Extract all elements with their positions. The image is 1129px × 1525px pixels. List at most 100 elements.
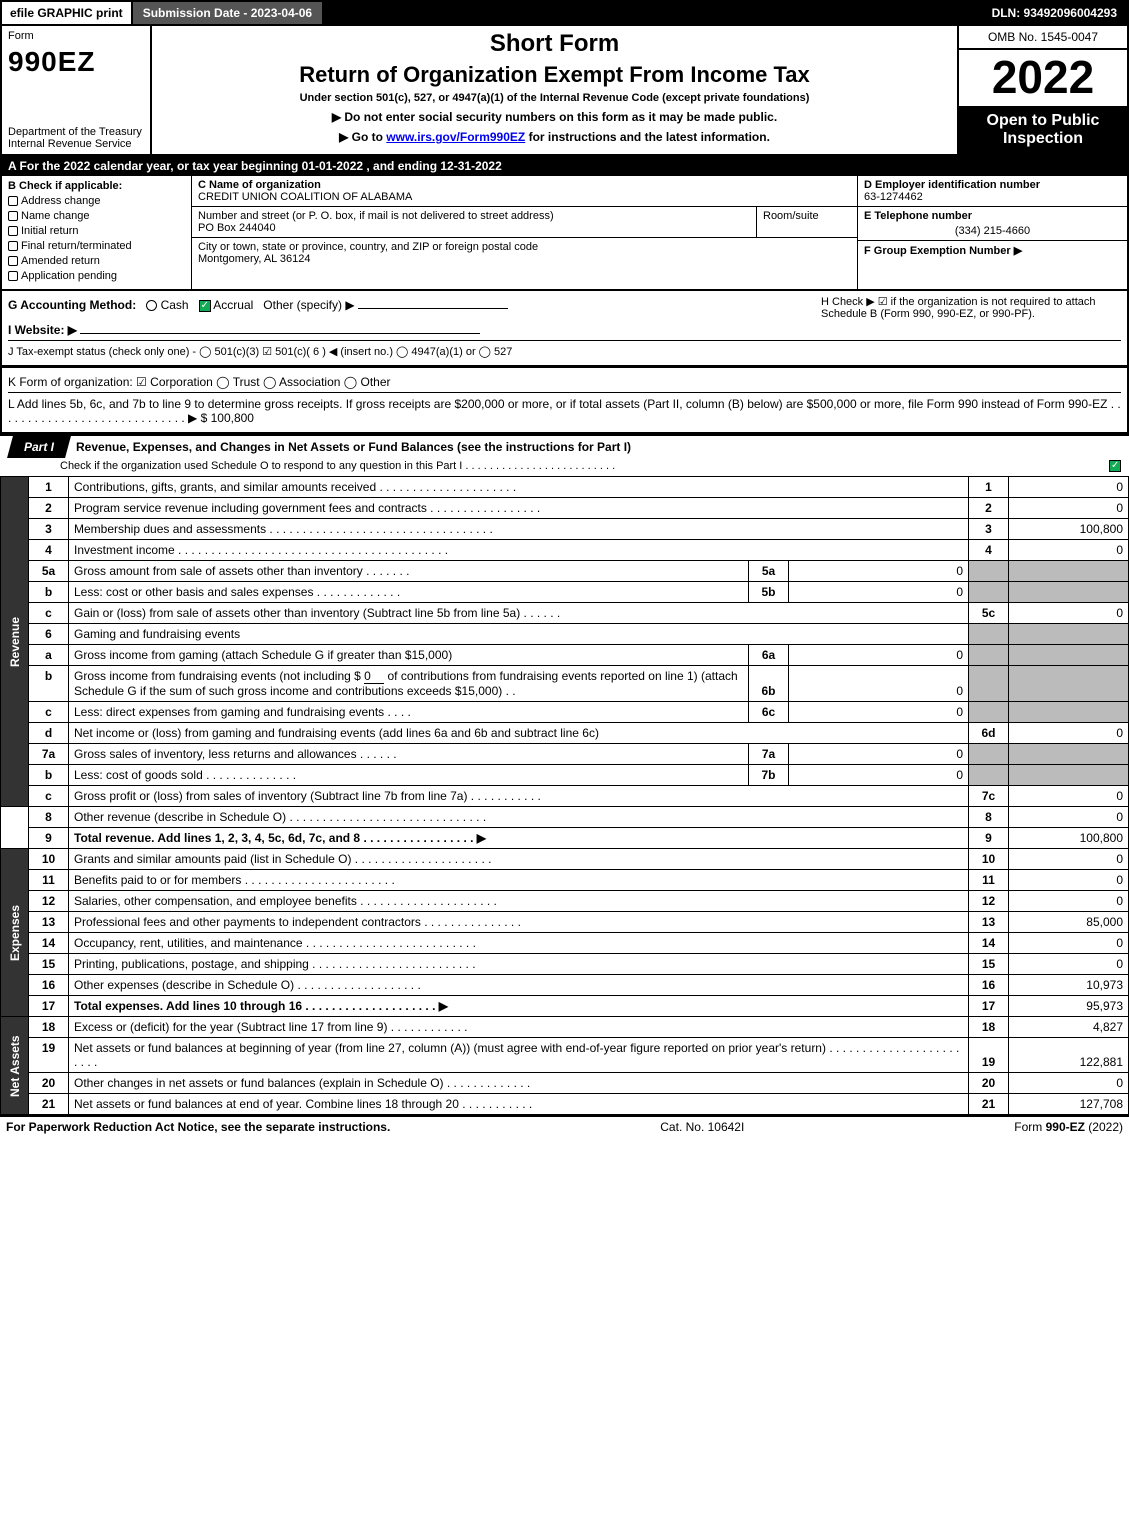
line-18-rnum: 18 bbox=[969, 1017, 1009, 1038]
line-6b-sval: 0 bbox=[789, 666, 969, 702]
arrow2-suffix: for instructions and the latest informat… bbox=[525, 130, 770, 144]
line-1-num: 1 bbox=[29, 477, 69, 498]
line-12-desc: Salaries, other compensation, and employ… bbox=[69, 891, 969, 912]
checkbox-application-pending[interactable]: Application pending bbox=[8, 270, 185, 282]
info-block: B Check if applicable: Address change Na… bbox=[0, 176, 1129, 291]
line-21-val: 127,708 bbox=[1009, 1094, 1129, 1115]
line-7b-desc: Less: cost of goods sold . . . . . . . .… bbox=[69, 765, 749, 786]
line-20-rnum: 20 bbox=[969, 1073, 1009, 1094]
line-4-val: 0 bbox=[1009, 540, 1129, 561]
line-3-rnum: 3 bbox=[969, 519, 1009, 540]
open-public-badge: Open to Public Inspection bbox=[959, 106, 1127, 154]
part-1-table: Revenue 1 Contributions, gifts, grants, … bbox=[0, 476, 1129, 1115]
telephone-value: (334) 215-4660 bbox=[864, 225, 1121, 237]
line-8-desc: Other revenue (describe in Schedule O) .… bbox=[69, 807, 969, 828]
checkbox-schedule-o[interactable] bbox=[1109, 460, 1121, 472]
line-1-desc: Contributions, gifts, grants, and simila… bbox=[69, 477, 969, 498]
line-15-rnum: 15 bbox=[969, 954, 1009, 975]
line-9-desc: Total revenue. Add lines 1, 2, 3, 4, 5c,… bbox=[69, 828, 969, 849]
line-19-rnum: 19 bbox=[969, 1038, 1009, 1073]
checkbox-initial-return[interactable]: Initial return bbox=[8, 225, 185, 237]
header-center: Short Form Return of Organization Exempt… bbox=[152, 26, 957, 154]
checkbox-accrual[interactable] bbox=[199, 300, 211, 312]
form-number: 990EZ bbox=[8, 46, 144, 78]
org-address: PO Box 244040 bbox=[198, 222, 276, 234]
website-input[interactable] bbox=[80, 333, 480, 334]
line-6d-val: 0 bbox=[1009, 723, 1129, 744]
city-label: City or town, state or province, country… bbox=[198, 241, 538, 253]
line-5c-val: 0 bbox=[1009, 603, 1129, 624]
header-left: Form 990EZ Department of the Treasury In… bbox=[2, 26, 152, 154]
efile-label[interactable]: efile GRAPHIC print bbox=[2, 2, 131, 24]
box-k: K Form of organization: ☑ Corporation ◯ … bbox=[8, 375, 1121, 389]
line-5b-snum: 5b bbox=[749, 582, 789, 603]
line-3-val: 100,800 bbox=[1009, 519, 1129, 540]
line-14-val: 0 bbox=[1009, 933, 1129, 954]
netassets-vlabel: Net Assets bbox=[1, 1017, 29, 1115]
checkbox-amended-return[interactable]: Amended return bbox=[8, 255, 185, 267]
org-city: Montgomery, AL 36124 bbox=[198, 253, 311, 265]
expenses-vlabel: Expenses bbox=[1, 849, 29, 1017]
box-i: I Website: ▶ bbox=[8, 323, 1121, 337]
line-17-val: 95,973 bbox=[1009, 996, 1129, 1017]
tax-year: 2022 bbox=[959, 50, 1127, 104]
radio-cash[interactable] bbox=[146, 300, 157, 311]
line-5c-desc: Gain or (loss) from sale of assets other… bbox=[69, 603, 969, 624]
line-5b-desc: Less: cost or other basis and sales expe… bbox=[69, 582, 749, 603]
line-8-val: 0 bbox=[1009, 807, 1129, 828]
line-8-rnum: 8 bbox=[969, 807, 1009, 828]
grey-cell bbox=[1009, 561, 1129, 582]
line-16-rnum: 16 bbox=[969, 975, 1009, 996]
line-3-desc: Membership dues and assessments . . . . … bbox=[69, 519, 969, 540]
line-14-desc: Occupancy, rent, utilities, and maintena… bbox=[69, 933, 969, 954]
line-19-desc: Net assets or fund balances at beginning… bbox=[69, 1038, 969, 1073]
line-7c-val: 0 bbox=[1009, 786, 1129, 807]
line-4-rnum: 4 bbox=[969, 540, 1009, 561]
line-20-desc: Other changes in net assets or fund bala… bbox=[69, 1073, 969, 1094]
instruction-line-2: ▶ Go to www.irs.gov/Form990EZ for instru… bbox=[160, 130, 949, 144]
line-6-desc: Gaming and fundraising events bbox=[69, 624, 969, 645]
box-j: J Tax-exempt status (check only one) - ◯… bbox=[8, 340, 1121, 358]
line-10-rnum: 10 bbox=[969, 849, 1009, 870]
part-1-title: Revenue, Expenses, and Changes in Net As… bbox=[68, 436, 639, 458]
line-7c-desc: Gross profit or (loss) from sales of inv… bbox=[69, 786, 969, 807]
line-18-val: 4,827 bbox=[1009, 1017, 1129, 1038]
line-10-desc: Grants and similar amounts paid (list in… bbox=[69, 849, 969, 870]
line-9-val: 100,800 bbox=[1009, 828, 1129, 849]
line-6c-sval: 0 bbox=[789, 702, 969, 723]
part-1-tab: Part I bbox=[7, 436, 71, 458]
line-5a-snum: 5a bbox=[749, 561, 789, 582]
box-k-l: K Form of organization: ☑ Corporation ◯ … bbox=[0, 367, 1129, 434]
checkbox-final-return[interactable]: Final return/terminated bbox=[8, 240, 185, 252]
short-form-title: Short Form bbox=[160, 30, 949, 58]
line-14-rnum: 14 bbox=[969, 933, 1009, 954]
box-c-label: C Name of organization bbox=[198, 179, 321, 191]
part-1-subtitle: Check if the organization used Schedule … bbox=[0, 458, 1129, 476]
part-1-header: Part I Revenue, Expenses, and Changes in… bbox=[0, 434, 1129, 458]
line-17-desc: Total expenses. Add lines 10 through 16 … bbox=[69, 996, 969, 1017]
line-12-rnum: 12 bbox=[969, 891, 1009, 912]
other-specify-input[interactable] bbox=[358, 308, 508, 309]
ein-value: 63-1274462 bbox=[864, 191, 923, 203]
line-6c-snum: 6c bbox=[749, 702, 789, 723]
line-5c-rnum: 5c bbox=[969, 603, 1009, 624]
line-5a-desc: Gross amount from sale of assets other t… bbox=[69, 561, 749, 582]
line-15-desc: Printing, publications, postage, and shi… bbox=[69, 954, 969, 975]
line-6a-snum: 6a bbox=[749, 645, 789, 666]
irs-link[interactable]: www.irs.gov/Form990EZ bbox=[386, 130, 525, 144]
line-20-val: 0 bbox=[1009, 1073, 1129, 1094]
line-1-rnum: 1 bbox=[969, 477, 1009, 498]
line-1-val: 0 bbox=[1009, 477, 1129, 498]
line-6a-desc: Gross income from gaming (attach Schedul… bbox=[69, 645, 749, 666]
checkbox-name-change[interactable]: Name change bbox=[8, 210, 185, 222]
box-def: D Employer identification number 63-1274… bbox=[857, 176, 1127, 289]
line-21-rnum: 21 bbox=[969, 1094, 1009, 1115]
box-h: H Check ▶ ☑ if the organization is not r… bbox=[811, 295, 1121, 320]
department-label: Department of the Treasury Internal Reve… bbox=[8, 126, 144, 150]
line-6b-desc: Gross income from fundraising events (no… bbox=[69, 666, 749, 702]
line-6c-desc: Less: direct expenses from gaming and fu… bbox=[69, 702, 749, 723]
line-11-desc: Benefits paid to or for members . . . . … bbox=[69, 870, 969, 891]
line-6d-rnum: 6d bbox=[969, 723, 1009, 744]
form-header: Form 990EZ Department of the Treasury In… bbox=[0, 26, 1129, 156]
checkbox-address-change[interactable]: Address change bbox=[8, 195, 185, 207]
